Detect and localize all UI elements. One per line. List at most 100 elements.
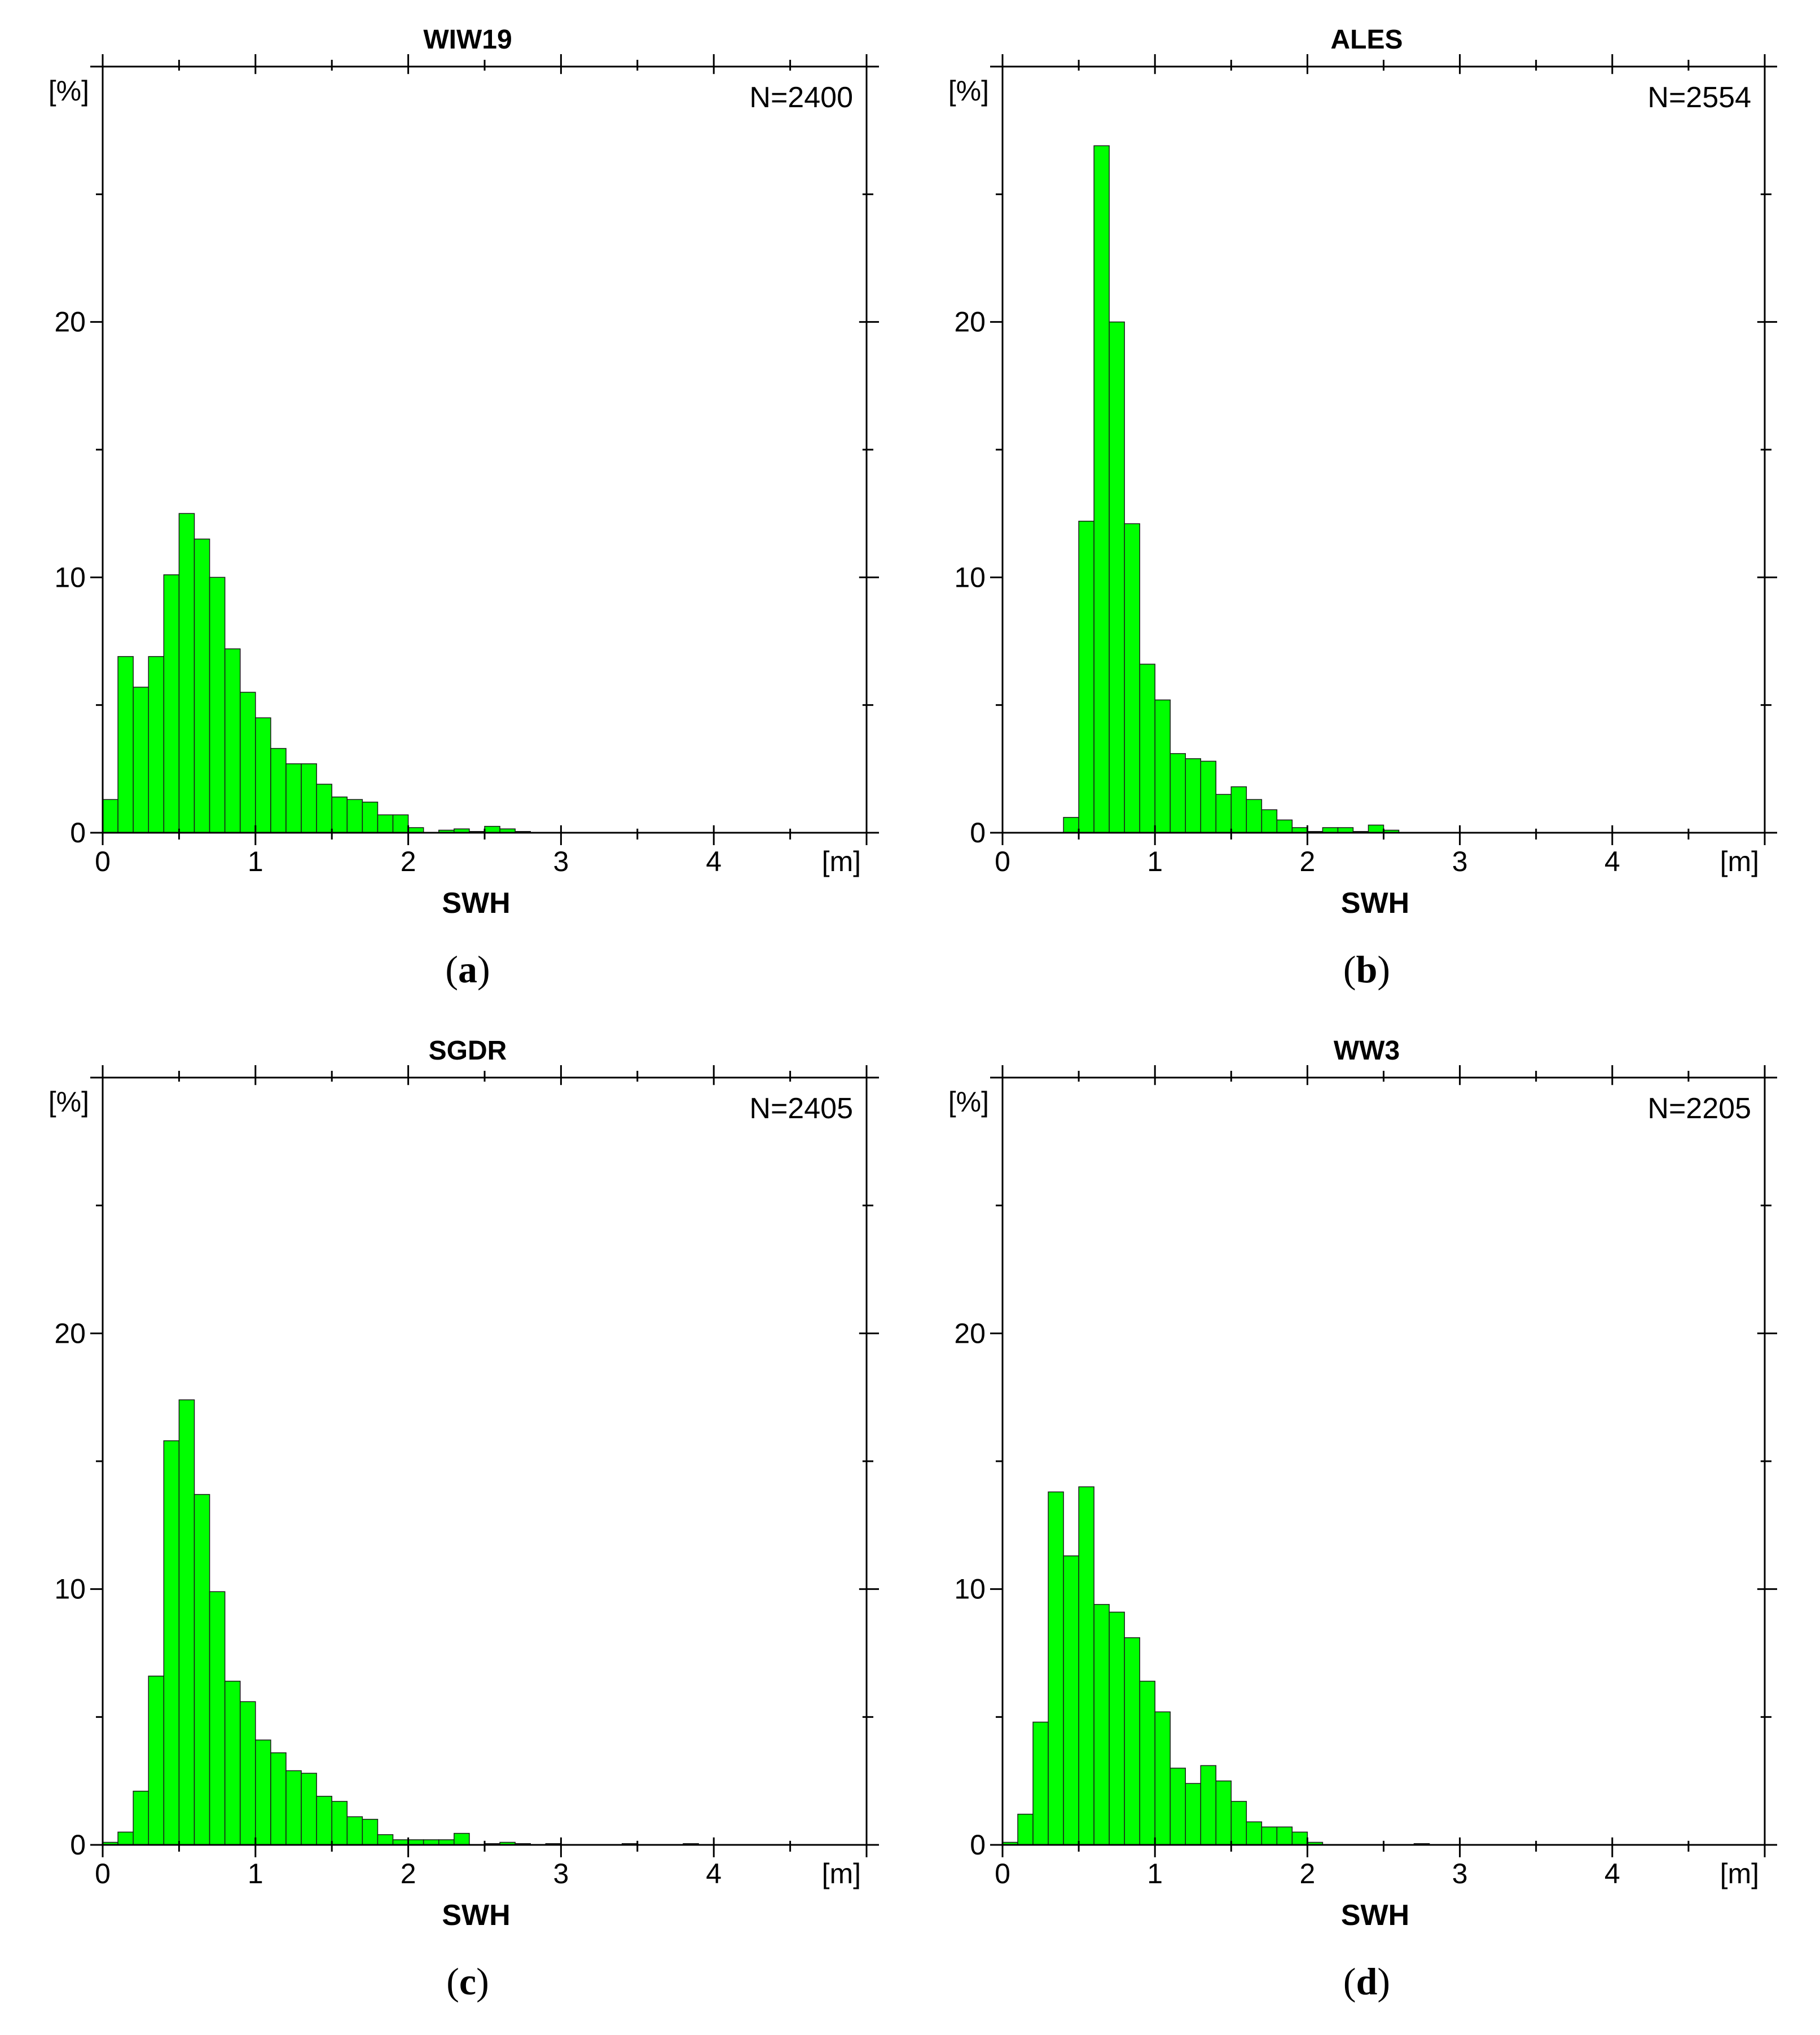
x-tick-label: 3 [553, 846, 569, 877]
y-unit-label: [%] [948, 75, 989, 107]
histogram-bar [1185, 758, 1202, 833]
sample-count-label: N=2554 [1647, 81, 1751, 114]
x-tick-label: 0 [995, 1858, 1010, 1889]
histogram-bar [194, 1494, 210, 1845]
histogram-bar [178, 513, 195, 833]
x-tick-label: 4 [1604, 846, 1620, 877]
histogram-bar [1170, 1768, 1186, 1845]
y-tick-label: 10 [54, 1574, 86, 1605]
x-tick-label: 0 [95, 1858, 111, 1889]
x-axis-label: SWH [442, 1899, 510, 1932]
panel-a: 0 1 2 3 4 0 10 20 [m] [%] WIW19 N=2400 SWH (a) [49, 25, 879, 991]
histogram-bar [1200, 1765, 1217, 1845]
histogram-bar [1109, 1611, 1125, 1845]
histogram-bar [1048, 1491, 1064, 1845]
y-tick-label: 10 [954, 561, 986, 593]
y-unit-label: [%] [49, 75, 89, 107]
histogram-bar [224, 648, 241, 833]
y-tick-label: 20 [954, 306, 986, 338]
x-tick-label: 2 [1299, 846, 1315, 877]
histogram-bar [346, 1816, 363, 1845]
panel-caption: (b) [1343, 948, 1390, 991]
histogram-bar [362, 801, 379, 833]
y-tick-label: 20 [954, 1317, 986, 1349]
histogram-bar [316, 784, 332, 833]
histogram-bar [1185, 1783, 1202, 1845]
x-axis-label: SWH [1341, 1899, 1409, 1932]
histogram-bar [377, 814, 394, 833]
histogram-bar [285, 1770, 302, 1845]
y-tick-label: 0 [70, 817, 86, 849]
sample-count-label: N=2405 [749, 1092, 853, 1125]
histogram-bar [1063, 1555, 1079, 1845]
histogram-bar [1170, 753, 1186, 833]
histogram-bar [1154, 1711, 1171, 1845]
x-tick-label: 1 [1147, 1858, 1163, 1889]
histogram-bar [1139, 1681, 1155, 1845]
panel-caption-letter: a [458, 948, 477, 991]
histogram-bar [133, 687, 149, 833]
y-tick-label: 10 [54, 561, 86, 593]
histogram-bar [148, 1676, 165, 1845]
histogram-bar [1215, 1780, 1232, 1845]
histogram-bar [392, 814, 409, 833]
histogram-bar [331, 1801, 348, 1845]
x-unit-label: [m] [822, 846, 861, 877]
histogram-bar [1093, 145, 1110, 833]
histogram-bar [163, 1440, 180, 1845]
histogram-bar [178, 1399, 195, 1845]
histogram-bar [1276, 1826, 1293, 1845]
histogram-bar [454, 1832, 470, 1845]
x-unit-label: [m] [822, 1858, 861, 1889]
y-unit-label: [%] [948, 1086, 989, 1118]
histogram-bar [1032, 1721, 1049, 1845]
x-tick-label: 4 [706, 846, 722, 877]
x-tick-label: 1 [248, 846, 263, 877]
histogram-bar [224, 1681, 241, 1845]
x-tick-label: 4 [1604, 1858, 1620, 1889]
histogram-bar [1109, 321, 1125, 833]
x-tick-label: 2 [401, 846, 416, 877]
panel-title: ALES [1330, 25, 1403, 55]
y-tick-label: 0 [970, 1829, 986, 1861]
histogram-bar [377, 1834, 394, 1845]
histogram-bar [102, 799, 118, 833]
histogram-bar [270, 748, 287, 833]
histogram-bar [1124, 523, 1140, 833]
panel-d: 0 1 2 3 4 0 10 20 [m] [%] WW3 N=2205 SWH (d) [948, 1036, 1777, 2003]
histogram-bar [1124, 1637, 1140, 1845]
histogram-bar [301, 763, 317, 833]
x-tick-label: 1 [248, 1858, 263, 1889]
y-tick-label: 20 [54, 306, 86, 338]
panel-b: 0 1 2 3 4 0 10 20 [m] [%] ALES N=2554 SWH (b) [948, 25, 1777, 991]
x-axis-label: SWH [1341, 887, 1409, 920]
x-unit-label: [m] [1720, 846, 1759, 877]
histogram-bar [209, 577, 226, 833]
histogram-bar [362, 1818, 379, 1845]
histogram-bar [1291, 1831, 1308, 1845]
histogram-bar [239, 1701, 256, 1845]
histogram-bar [1246, 1821, 1263, 1845]
histogram-bar [255, 717, 271, 833]
histogram-bar [285, 763, 302, 833]
histogram-bar [1261, 1826, 1278, 1845]
histogram-bar [133, 1791, 149, 1845]
panel-caption-letter: b [1356, 948, 1378, 991]
histogram-bar [1230, 1801, 1247, 1845]
sample-count-label: N=2205 [1647, 1092, 1751, 1125]
histogram-bar [117, 1831, 134, 1845]
histogram-bar [1093, 1604, 1110, 1845]
histogram-bar [1215, 794, 1232, 833]
histogram-bar [1078, 520, 1094, 833]
panel-caption: (a) [445, 948, 490, 991]
histogram-bar [209, 1591, 226, 1845]
x-tick-label: 4 [706, 1858, 722, 1889]
histogram-bar [1276, 819, 1293, 833]
histogram-bar [148, 656, 165, 833]
panel-title: WW3 [1334, 1036, 1400, 1066]
y-unit-label: [%] [49, 1086, 89, 1118]
x-tick-label: 2 [401, 1858, 416, 1889]
sample-count-label: N=2400 [749, 81, 853, 114]
histogram-bar [270, 1752, 287, 1845]
